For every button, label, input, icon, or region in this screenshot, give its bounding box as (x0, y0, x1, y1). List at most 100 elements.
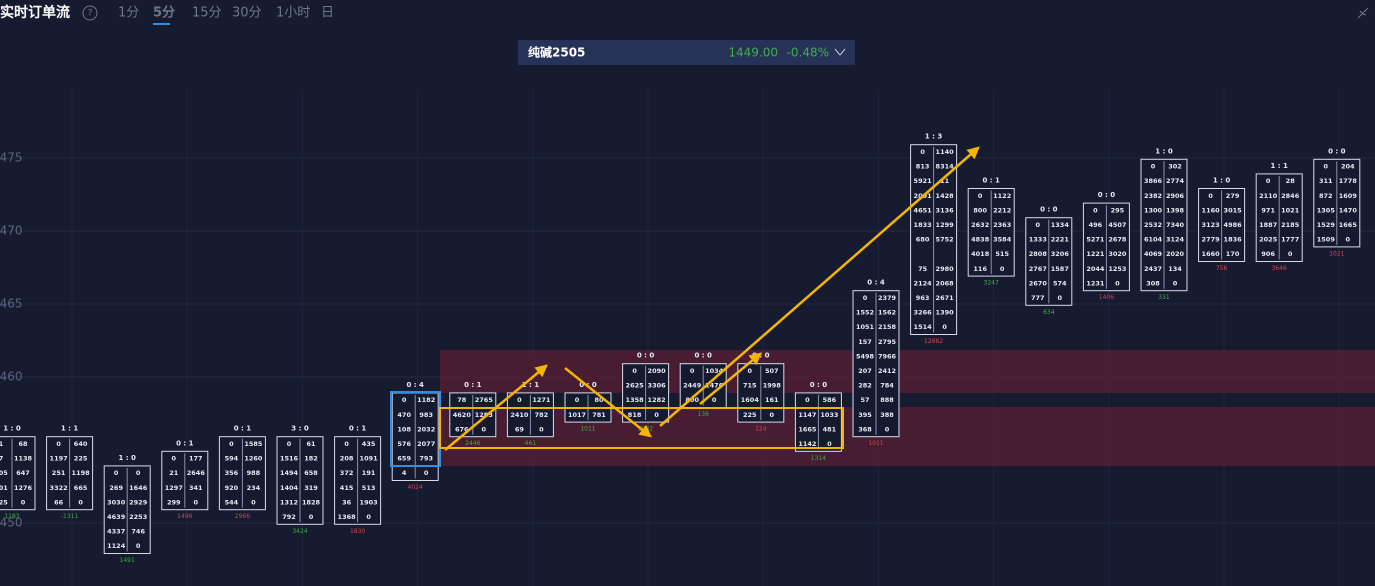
ask-volume: 2185 (1281, 221, 1300, 229)
ask-volume: 3020 (1108, 250, 1127, 258)
ask-volume: 1122 (993, 192, 1011, 200)
bid-volume: 1 (0, 440, 4, 448)
ask-volume: 1828 (302, 498, 321, 506)
bid-volume: 594 (225, 455, 239, 463)
bid-volume: 5271 (1086, 236, 1105, 244)
bid-volume: 1142 (798, 440, 816, 448)
candle-delta: -1311 (61, 513, 79, 520)
candle-delta: 124 (755, 426, 767, 433)
bid-volume: 4838 (971, 236, 990, 244)
bid-volume: 544 (225, 498, 239, 506)
bid-volume: 1333 (1029, 236, 1047, 244)
bid-volume: 963 (916, 294, 930, 302)
app-title: 实时订单流 (0, 4, 70, 21)
bid-volume: 3123 (1202, 221, 1220, 229)
bid-volume: 0 (978, 192, 983, 200)
ask-volume: 0 (1058, 294, 1063, 302)
bid-volume: 66 (54, 498, 64, 506)
ask-volume: 0 (1115, 279, 1120, 287)
bid-volume: 1368 (338, 513, 357, 521)
ask-volume: 0 (827, 440, 832, 448)
candle-delta: 1011 (580, 426, 595, 433)
bid-volume: 425 (0, 498, 8, 506)
ask-volume: 1271 (532, 396, 551, 404)
ask-volume: 134 (1168, 265, 1182, 273)
instrument-bar[interactable] (518, 40, 855, 65)
bid-volume: 2779 (1202, 236, 1221, 244)
candle-delta: 136 (697, 411, 709, 418)
timeframe-tab[interactable]: 15分 (192, 6, 222, 21)
bid-volume: 2625 (626, 382, 645, 390)
ask-volume: 515 (995, 250, 1009, 258)
candle-delta: 3646 (1272, 265, 1287, 272)
help-icon-text[interactable]: ? (88, 9, 93, 19)
timeframe-tab[interactable]: 5分 (153, 5, 175, 21)
ask-volume: 3124 (1166, 236, 1185, 244)
ask-volume: 0 (136, 469, 141, 477)
bid-volume: 1404 (280, 484, 299, 492)
imbalance-ratio: 0 : 0 (1040, 206, 1058, 214)
bid-volume: 69 (515, 425, 525, 433)
bid-volume: 0 (287, 440, 292, 448)
help-icon[interactable] (82, 5, 98, 21)
bid-volume: 1358 (626, 396, 645, 404)
bid-volume: 251 (52, 469, 66, 477)
timeframe-tabs: 1分 5分 15分 30分 1小时日 (118, 5, 334, 25)
dropdown-chevron[interactable] (834, 48, 846, 56)
ask-volume: 177 (189, 455, 203, 463)
timeframe-tab[interactable]: 1小时 (276, 6, 310, 21)
ask-volume: 2068 (936, 279, 955, 287)
timeframe-tab[interactable]: 1分 (118, 6, 139, 21)
candle-delta: 461 (525, 440, 537, 447)
bid-volume: 680 (916, 236, 930, 244)
price-label: 1465 (0, 297, 23, 311)
bid-volume: 0 (1208, 192, 1213, 200)
ask-volume: 1903 (360, 498, 378, 506)
ask-volume: 279 (1226, 192, 1240, 200)
bid-volume: 269 (109, 484, 123, 492)
bid-volume: 1660 (1202, 250, 1221, 258)
ask-volume: 0 (539, 425, 544, 433)
ask-volume: 2212 (993, 206, 1011, 214)
ask-volume: 1299 (936, 221, 955, 229)
ask-volume: 0 (770, 411, 775, 419)
collapse-icon[interactable] (1357, 7, 1369, 19)
bid-volume: 2632 (971, 221, 989, 229)
imbalance-ratio: 0 : 4 (867, 279, 885, 287)
imbalance-ratio: 0 : 0 (810, 381, 828, 389)
bid-volume: 7 (0, 455, 3, 463)
bid-volume: 0 (402, 396, 407, 404)
bid-volume: 1160 (1202, 206, 1221, 214)
imbalance-ratio: 0 : 4 (406, 381, 424, 389)
ask-volume: 8314 (936, 163, 955, 171)
bid-volume: 4 (402, 469, 407, 477)
ask-volume: 68 (18, 440, 28, 448)
imbalance-ratio: 1 : 0 (118, 454, 136, 462)
timeframe-tab[interactable]: 30分 (232, 6, 262, 21)
arrows (444, 146, 980, 451)
active-tab-underline (153, 23, 170, 25)
footprint-candle: 3 : 0 0 61 1516 182 1494 658 1404 319 1312 1828 792… (276, 425, 324, 535)
bid-volume: 1197 (50, 455, 68, 463)
bid-volume: 2670 (1029, 279, 1048, 287)
bid-volume: 496 (1089, 221, 1103, 229)
candle-delta: 1830 (350, 528, 365, 535)
bid-volume: 872 (1319, 192, 1333, 200)
timeframe-tab[interactable]: 日 (321, 6, 334, 21)
ask-volume: 2646 (187, 469, 206, 477)
bid-volume: 777 (1031, 294, 1045, 302)
candle-delta: 756 (1216, 265, 1228, 272)
bid-volume: 1297 (165, 484, 183, 492)
bid-volume: 78 (457, 396, 467, 404)
imbalance-ratio: 0 : 0 (694, 352, 712, 360)
instrument-name: 纯碱2505 (528, 45, 585, 60)
bid-volume: 676 (455, 425, 469, 433)
bid-volume: 501 (0, 484, 8, 492)
ask-volume: 2846 (1281, 192, 1300, 200)
candle-delta: 1406 (1099, 294, 1114, 301)
candle-delta: 4024 (408, 484, 423, 491)
ask-volume: 2678 (1108, 236, 1127, 244)
